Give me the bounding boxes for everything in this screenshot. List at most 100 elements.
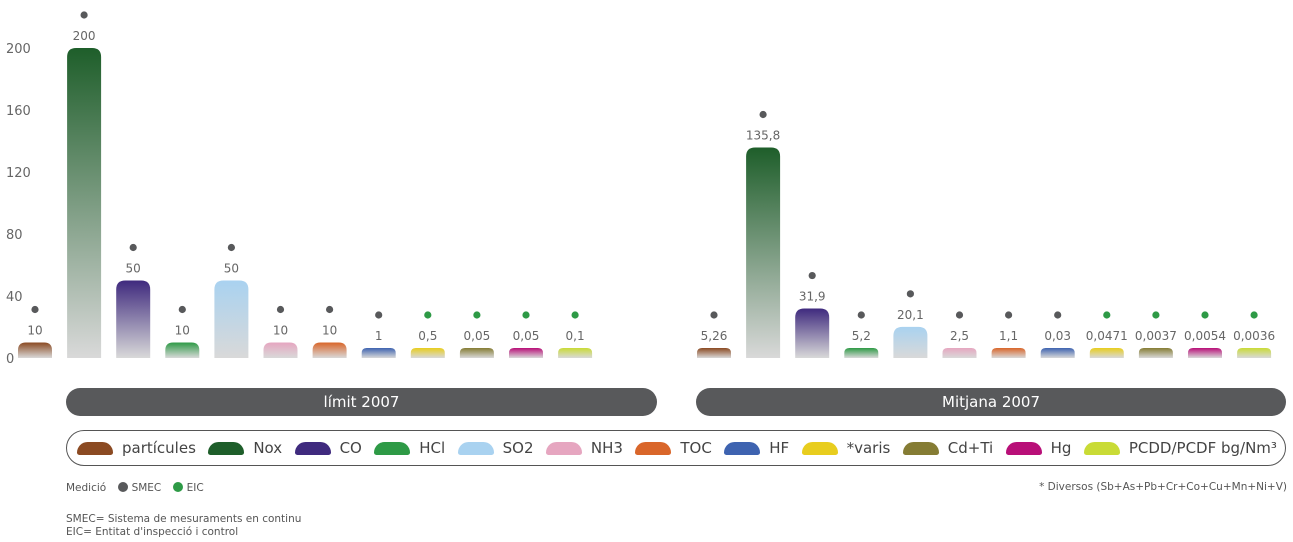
legend-item: HCl [374, 439, 445, 457]
legend-swatch [635, 441, 672, 455]
legend-swatch [208, 441, 245, 455]
bar-value-label: 200 [73, 29, 96, 43]
bar [942, 348, 977, 358]
legend-item: NH3 [545, 439, 623, 457]
measurement-dot [710, 311, 718, 319]
measurement-legend: Medició SMEC EIC [66, 482, 204, 494]
y-tick-label: 200 [6, 42, 31, 57]
bar-value-label: 0,05 [513, 329, 540, 343]
legend-label: NH3 [590, 439, 623, 457]
group-label-limit-2007: límit 2007 [66, 388, 657, 416]
bar-value-label: 0,0054 [1184, 329, 1226, 343]
measurement-dot [326, 305, 334, 314]
bar-value-label: 31,9 [799, 290, 826, 304]
bar [116, 280, 151, 358]
legend-label: SO2 [502, 439, 534, 457]
measurement-dot [522, 311, 530, 319]
legend-item: Cd+Ti [902, 439, 994, 457]
legend-swatch [294, 441, 331, 455]
legend-item: CO [294, 439, 362, 457]
legend-swatch [457, 441, 494, 455]
legend-item: HF [724, 439, 789, 457]
bar [991, 348, 1026, 358]
legend-label: TOC [680, 439, 712, 457]
definition-eic: EIC= Entitat d'inspecció i control [66, 526, 239, 538]
bar-value-label: 2,5 [950, 329, 969, 343]
eic-legend-label: EIC [186, 482, 204, 494]
legend-label: *varis [846, 439, 891, 457]
measurement-legend-title: Medició [66, 482, 107, 494]
legend-swatch [1083, 441, 1120, 455]
measurement-dot [178, 305, 186, 314]
bar-value-label: 0,1 [566, 329, 585, 343]
smec-dot-icon [117, 482, 128, 492]
legend-label: PCDD/PCDF bg/Nm³ [1128, 439, 1277, 457]
bar-value-label: 0,05 [464, 329, 491, 343]
measurement-dot [759, 110, 767, 119]
measurement-dot [80, 11, 88, 19]
y-tick-label: 120 [6, 166, 31, 181]
legend-item: SO2 [457, 439, 534, 457]
measurement-dot [129, 243, 137, 252]
bar-value-label: 1 [375, 329, 383, 343]
legend-label: Nox [253, 439, 283, 457]
measurement-dot [857, 311, 865, 319]
bar [1237, 348, 1272, 358]
measurement-dot [1201, 311, 1209, 319]
bar [361, 348, 396, 358]
eic-dot-icon [172, 482, 183, 492]
measurement-dot [1103, 311, 1111, 319]
bar [410, 348, 445, 358]
bar-value-label: 10 [322, 324, 337, 338]
bar-value-label: 0,0037 [1135, 329, 1177, 343]
legend-swatch [545, 441, 582, 455]
bar-value-label: 0,0471 [1086, 329, 1128, 343]
bar-value-label: 5,26 [701, 329, 728, 343]
measurement-dot [955, 311, 964, 319]
measurement-dot [424, 311, 432, 319]
bar [67, 48, 102, 358]
bar [1040, 348, 1075, 358]
bar [558, 348, 593, 358]
measurement-dot [276, 305, 285, 314]
bar-value-label: 5,2 [852, 329, 871, 343]
bar [214, 280, 249, 358]
legend-item: PCDD/PCDF bg/Nm³ [1083, 439, 1277, 457]
legend-label: Hg [1050, 439, 1072, 457]
measurement-dot [808, 271, 816, 280]
bar [165, 342, 200, 358]
bar-value-label: 50 [126, 262, 141, 276]
bar [697, 348, 731, 358]
legend-item: Hg [1005, 439, 1072, 457]
legend-item: Nox [208, 439, 282, 457]
measurement-dot [1005, 311, 1013, 319]
bar-value-label: 1,1 [999, 329, 1018, 343]
y-tick-label: 40 [6, 290, 23, 305]
smec-legend-label: SMEC [131, 482, 162, 494]
bar [746, 147, 781, 358]
legend-swatch [374, 441, 411, 455]
measurement-dot [1250, 311, 1258, 319]
measurement-dot [906, 290, 915, 298]
footnote: * Diversos (Sb+As+Pb+Cr+Co+Cu+Mn+Ni+V) [1039, 481, 1287, 493]
measurement-dot [375, 311, 383, 319]
bar [459, 348, 494, 358]
legend-swatch [902, 441, 939, 455]
bar [1188, 348, 1222, 358]
y-tick-label: 160 [6, 104, 31, 119]
measurement-dot [1152, 311, 1160, 319]
legend-label: HCl [419, 439, 446, 457]
legend-label: Cd+Ti [947, 439, 994, 457]
bar [795, 308, 830, 358]
legend-swatch [801, 441, 838, 455]
legend-item: TOC [635, 439, 712, 457]
bar [263, 342, 298, 358]
measurement-dot [31, 305, 39, 314]
legend-item: *varis [801, 439, 891, 457]
bar-value-label: 0,5 [418, 329, 437, 343]
bar-value-label: 50 [224, 262, 239, 276]
legend-swatch [1005, 441, 1042, 455]
legend-label: partícules [122, 439, 196, 457]
bar [1089, 348, 1124, 358]
measurement-dot [473, 311, 481, 319]
